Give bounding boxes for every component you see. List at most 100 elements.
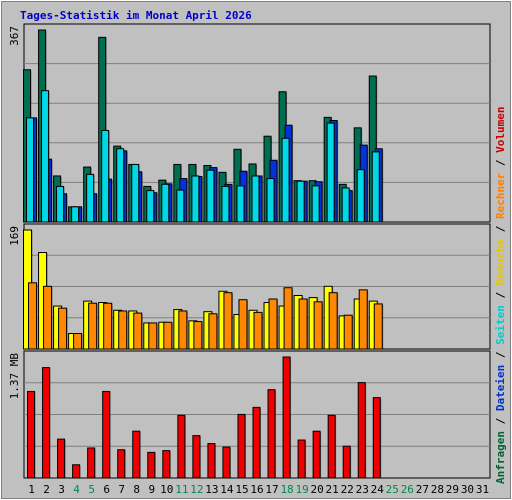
bar-rechner-day-10 bbox=[163, 321, 173, 350]
bar-seiten-day-11 bbox=[176, 189, 185, 223]
x-tick-day-9: 9 bbox=[148, 483, 155, 496]
legend-part-10: Volumen bbox=[494, 106, 507, 152]
bar-volumen-day-3 bbox=[57, 438, 66, 479]
bar-volumen-day-11 bbox=[177, 414, 186, 479]
bar-rechner-day-19 bbox=[298, 298, 308, 350]
bar-seiten-day-2 bbox=[41, 90, 50, 223]
bar-rechner-day-21 bbox=[328, 292, 338, 350]
bar-volumen-day-10 bbox=[162, 450, 171, 479]
legend-part-1: / bbox=[494, 411, 507, 431]
x-tick-day-23: 23 bbox=[356, 483, 369, 496]
x-tick-day-22: 22 bbox=[341, 483, 354, 496]
bar-volumen-day-16 bbox=[252, 406, 261, 479]
series-legend: Anfragen / Dateien / Seiten / Besuche / … bbox=[494, 106, 507, 484]
bar-seiten-day-18 bbox=[281, 137, 290, 223]
x-tick-day-18: 18 bbox=[280, 483, 293, 496]
legend-part-4: Seiten bbox=[494, 305, 507, 345]
bar-volumen-day-24 bbox=[372, 397, 381, 479]
bar-volumen-day-23 bbox=[357, 382, 366, 479]
bar-seiten-day-23 bbox=[356, 169, 365, 223]
x-tick-day-2: 2 bbox=[43, 483, 50, 496]
x-tick-day-12: 12 bbox=[190, 483, 203, 496]
bar-rechner-day-20 bbox=[313, 301, 323, 350]
x-tick-day-26: 26 bbox=[401, 483, 414, 496]
bar-rechner-day-14 bbox=[223, 292, 233, 350]
bar-rechner-day-3 bbox=[58, 307, 68, 350]
x-tick-day-13: 13 bbox=[205, 483, 218, 496]
bar-seiten-day-8 bbox=[131, 163, 140, 223]
bar-volumen-day-18 bbox=[282, 356, 291, 479]
bar-volumen-day-20 bbox=[312, 430, 321, 479]
bar-seiten-day-1 bbox=[26, 117, 35, 223]
x-tick-day-14: 14 bbox=[220, 483, 234, 496]
x-axis-day-labels: 1 2 3 4 5 6 7 8 9 10 11 12 13 14 15 16 17 18 19 20 21 22 23 24 2… bbox=[28, 483, 489, 496]
bar-seiten-day-6 bbox=[101, 129, 110, 223]
bar-volumen-day-2 bbox=[42, 367, 51, 479]
bar-rechner-day-12 bbox=[193, 321, 203, 350]
x-tick-day-4: 4 bbox=[73, 483, 80, 496]
bar-rechner-day-13 bbox=[208, 313, 218, 350]
bar-volumen-day-7 bbox=[117, 449, 126, 479]
x-tick-day-24: 24 bbox=[371, 483, 385, 496]
x-tick-day-25: 25 bbox=[386, 483, 399, 496]
bar-rechner-day-6 bbox=[103, 302, 113, 350]
x-tick-day-19: 19 bbox=[295, 483, 308, 496]
x-tick-day-1: 1 bbox=[28, 483, 35, 496]
x-tick-day-30: 30 bbox=[461, 483, 474, 496]
bar-volumen-day-1 bbox=[27, 390, 36, 479]
bar-seiten-day-21 bbox=[326, 122, 335, 223]
bar-seiten-day-24 bbox=[371, 151, 380, 223]
bar-seiten-day-7 bbox=[116, 148, 125, 223]
bar-volumen-day-6 bbox=[102, 390, 111, 479]
bar-seiten-day-13 bbox=[206, 169, 215, 223]
chart-panels: 367 169 1.37 MB bbox=[8, 23, 491, 479]
bar-seiten-day-22 bbox=[341, 187, 350, 223]
bar-seiten-day-12 bbox=[191, 175, 200, 223]
legend-part-8: Rechner bbox=[494, 172, 507, 219]
bar-seiten-day-3 bbox=[56, 185, 65, 223]
x-tick-day-8: 8 bbox=[133, 483, 140, 496]
bar-volumen-day-13 bbox=[207, 443, 216, 479]
x-tick-day-31: 31 bbox=[476, 483, 489, 496]
bar-volumen-day-22 bbox=[342, 445, 351, 479]
legend-part-3: / bbox=[494, 345, 507, 365]
bar-volumen-day-12 bbox=[192, 435, 201, 479]
bar-seiten-day-9 bbox=[146, 190, 155, 223]
bar-volumen-day-5 bbox=[87, 447, 96, 479]
x-tick-day-15: 15 bbox=[235, 483, 248, 496]
bar-volumen-day-19 bbox=[297, 439, 306, 479]
bar-volumen-day-9 bbox=[147, 451, 156, 479]
bar-rechner-day-18 bbox=[283, 287, 293, 350]
bar-rechner-day-11 bbox=[178, 310, 188, 350]
x-tick-day-3: 3 bbox=[58, 483, 65, 496]
bar-rechner-day-15 bbox=[238, 299, 248, 350]
x-tick-day-6: 6 bbox=[103, 483, 110, 496]
bar-seiten-day-14 bbox=[221, 185, 230, 223]
bar-seiten-day-10 bbox=[161, 183, 170, 223]
y-max-label-2: 169 bbox=[8, 226, 21, 246]
legend-part-5: / bbox=[494, 285, 507, 305]
bar-volumen-day-8 bbox=[132, 430, 141, 479]
x-tick-day-21: 21 bbox=[326, 483, 339, 496]
y-max-label-3: 1.37 MB bbox=[8, 353, 21, 400]
legend-part-2: Dateien bbox=[494, 365, 507, 411]
bar-seiten-day-4 bbox=[71, 206, 80, 223]
bar-volumen-day-17 bbox=[267, 389, 276, 479]
bar-seiten-day-20 bbox=[311, 185, 320, 223]
bar-rechner-day-17 bbox=[268, 298, 278, 350]
bar-seiten-day-19 bbox=[296, 180, 305, 223]
bar-seiten-day-16 bbox=[251, 175, 260, 223]
chart-title: Tages-Statistik im Monat April 2026 bbox=[20, 9, 252, 22]
x-tick-day-17: 17 bbox=[265, 483, 278, 496]
x-tick-day-27: 27 bbox=[416, 483, 429, 496]
y-max-label-1: 367 bbox=[8, 26, 21, 46]
x-tick-day-11: 11 bbox=[175, 483, 188, 496]
bar-rechner-day-8 bbox=[133, 312, 143, 350]
bar-volumen-day-21 bbox=[327, 414, 336, 479]
bar-volumen-day-14 bbox=[222, 446, 231, 479]
legend-part-0: Anfragen bbox=[494, 431, 507, 484]
bar-rechner-day-4 bbox=[73, 333, 83, 350]
